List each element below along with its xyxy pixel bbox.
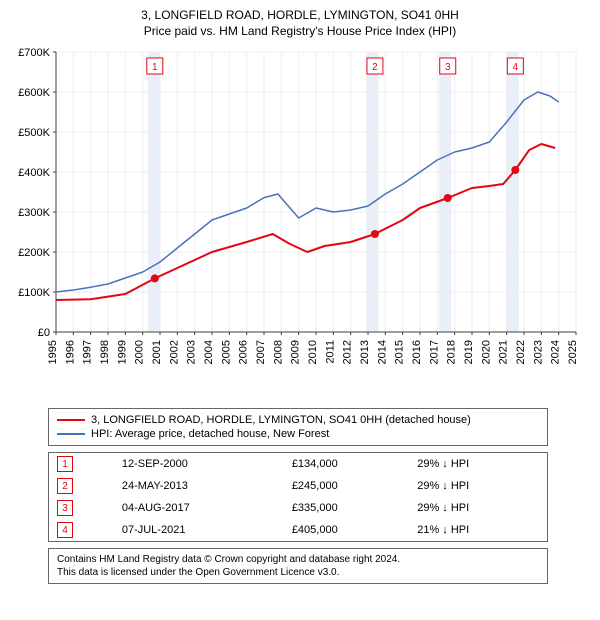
- marker-price: £405,000: [284, 519, 409, 541]
- svg-text:2018: 2018: [446, 340, 458, 364]
- table-row: 4 07-JUL-2021£405,00021% ↓ HPI: [49, 519, 547, 541]
- svg-text:2012: 2012: [342, 340, 354, 364]
- svg-text:1995: 1995: [47, 340, 59, 364]
- svg-text:2007: 2007: [255, 340, 267, 364]
- svg-text:2013: 2013: [359, 340, 371, 364]
- marker-pct: 21% ↓ HPI: [409, 519, 547, 541]
- svg-text:2022: 2022: [515, 340, 527, 364]
- svg-text:2021: 2021: [498, 340, 510, 364]
- svg-text:2000: 2000: [134, 340, 146, 364]
- legend-swatch: [57, 433, 85, 435]
- marker-pct: 29% ↓ HPI: [409, 453, 547, 475]
- svg-text:2016: 2016: [411, 340, 423, 364]
- marker-price: £134,000: [284, 453, 409, 475]
- svg-text:2001: 2001: [151, 340, 163, 364]
- svg-text:£200K: £200K: [18, 247, 50, 259]
- svg-text:2014: 2014: [376, 340, 388, 364]
- svg-text:2008: 2008: [272, 340, 284, 364]
- svg-text:2002: 2002: [168, 340, 180, 364]
- svg-text:1998: 1998: [99, 340, 111, 364]
- marker-badge: 2: [57, 478, 73, 494]
- marker-price: £245,000: [284, 475, 409, 497]
- svg-text:2011: 2011: [324, 340, 336, 364]
- svg-text:1999: 1999: [116, 340, 128, 364]
- svg-text:2019: 2019: [463, 340, 475, 364]
- svg-text:2004: 2004: [203, 340, 215, 364]
- chart-svg: £0 £100K £200K £300K £400K £500K £600K £700K 199…: [8, 42, 592, 402]
- table-row: 1 12-SEP-2000£134,00029% ↓ HPI: [49, 453, 547, 475]
- svg-text:£600K: £600K: [18, 87, 50, 99]
- svg-text:2017: 2017: [428, 340, 440, 364]
- marker-date: 12-SEP-2000: [114, 453, 284, 475]
- marker-badge: 4: [57, 522, 73, 538]
- legend: 3, LONGFIELD ROAD, HORDLE, LYMINGTON, SO…: [48, 408, 548, 446]
- legend-row: HPI: Average price, detached house, New …: [57, 427, 539, 441]
- svg-text:2024: 2024: [550, 340, 562, 364]
- svg-text:£400K: £400K: [18, 167, 50, 179]
- marker-pct: 29% ↓ HPI: [409, 497, 547, 519]
- footer-line1: Contains HM Land Registry data © Crown c…: [57, 553, 539, 566]
- svg-text:2: 2: [372, 62, 378, 73]
- svg-text:2025: 2025: [567, 340, 579, 364]
- footer-note: Contains HM Land Registry data © Crown c…: [48, 548, 548, 584]
- svg-text:£100K: £100K: [18, 287, 50, 299]
- svg-text:1997: 1997: [82, 340, 94, 364]
- table-row: 3 04-AUG-2017£335,00029% ↓ HPI: [49, 497, 547, 519]
- svg-text:£500K: £500K: [18, 127, 50, 139]
- svg-text:2010: 2010: [307, 340, 319, 364]
- svg-text:£700K: £700K: [18, 47, 50, 59]
- marker-badge: 1: [57, 456, 73, 472]
- svg-text:3: 3: [445, 62, 451, 73]
- svg-text:2006: 2006: [238, 340, 250, 364]
- svg-text:2020: 2020: [480, 340, 492, 364]
- marker-table: 1 12-SEP-2000£134,00029% ↓ HPI 2 24-MAY-201…: [48, 452, 548, 542]
- marker-badge: 3: [57, 500, 73, 516]
- svg-text:1: 1: [152, 62, 158, 73]
- legend-row: 3, LONGFIELD ROAD, HORDLE, LYMINGTON, SO…: [57, 413, 539, 427]
- svg-text:2003: 2003: [186, 340, 198, 364]
- marker-date: 07-JUL-2021: [114, 519, 284, 541]
- price-chart: £0 £100K £200K £300K £400K £500K £600K £700K 199…: [8, 42, 592, 402]
- svg-text:2015: 2015: [394, 340, 406, 364]
- svg-text:£0: £0: [38, 327, 50, 339]
- svg-text:1996: 1996: [64, 340, 76, 364]
- legend-label: 3, LONGFIELD ROAD, HORDLE, LYMINGTON, SO…: [91, 414, 471, 426]
- svg-text:2009: 2009: [290, 340, 302, 364]
- marker-pct: 29% ↓ HPI: [409, 475, 547, 497]
- marker-date: 04-AUG-2017: [114, 497, 284, 519]
- svg-text:£300K: £300K: [18, 207, 50, 219]
- chart-title-line2: Price paid vs. HM Land Registry's House …: [8, 24, 592, 38]
- legend-label: HPI: Average price, detached house, New …: [91, 428, 329, 440]
- marker-date: 24-MAY-2013: [114, 475, 284, 497]
- svg-text:4: 4: [513, 62, 519, 73]
- svg-text:2023: 2023: [532, 340, 544, 364]
- table-row: 2 24-MAY-2013£245,00029% ↓ HPI: [49, 475, 547, 497]
- svg-text:2005: 2005: [220, 340, 232, 364]
- legend-swatch: [57, 419, 85, 421]
- chart-title-line1: 3, LONGFIELD ROAD, HORDLE, LYMINGTON, SO…: [8, 8, 592, 22]
- footer-line2: This data is licensed under the Open Gov…: [57, 566, 539, 579]
- marker-price: £335,000: [284, 497, 409, 519]
